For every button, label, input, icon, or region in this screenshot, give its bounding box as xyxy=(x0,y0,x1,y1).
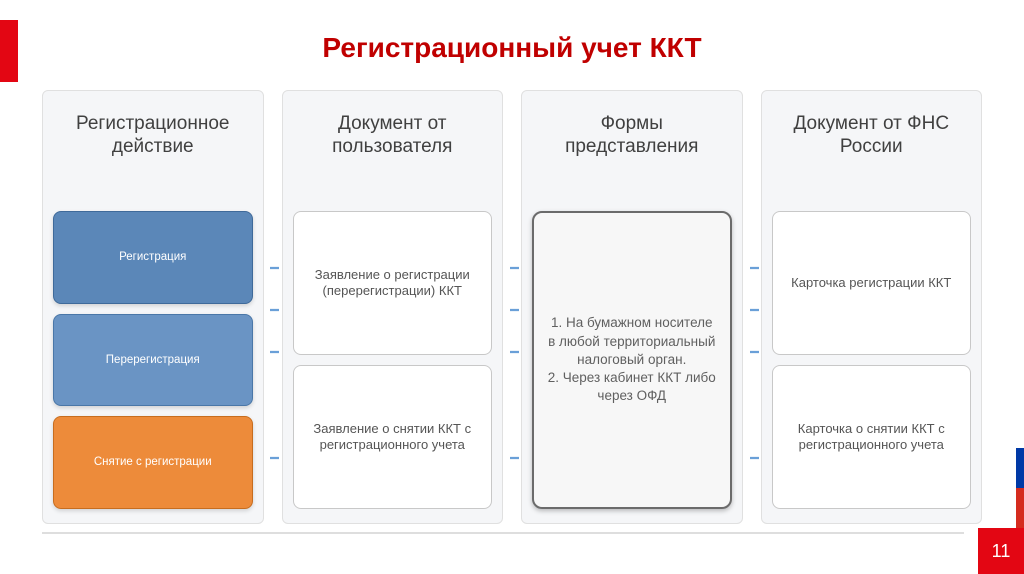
column-header: Регистрационное действие xyxy=(53,109,253,163)
card-stack: Карточка регистрации ККТКарточка о сняти… xyxy=(772,211,972,509)
card: Заявление о снятии ККТ с регистрационног… xyxy=(293,365,493,509)
side-flag xyxy=(1016,408,1024,528)
flag-blue xyxy=(1016,448,1024,488)
column-3: Документ от ФНС России Карточка регистрац… xyxy=(761,90,983,524)
slide-title: Регистрационный учет ККТ xyxy=(0,32,1024,64)
card-stack: Регистрация ПеререгистрацияСнятие с регис… xyxy=(53,211,253,509)
card: Карточка регистрации ККТ xyxy=(772,211,972,355)
slide: Регистрационный учет ККТ Регистрационное… xyxy=(0,0,1024,574)
card: Заявление о регистрации (перерегистрации… xyxy=(293,211,493,355)
card: Перерегистрация xyxy=(53,314,253,407)
card: Карточка о снятии ККТ с регистрационного… xyxy=(772,365,972,509)
column-1: Документ от пользователя Заявление о реги… xyxy=(282,90,504,524)
card: Снятие с регистрации xyxy=(53,416,253,509)
forms-box: 1. На бумажном носителе в любой территор… xyxy=(532,211,732,509)
flag-white xyxy=(1016,408,1024,448)
bottom-divider xyxy=(42,532,964,534)
column-header: Документ от ФНС России xyxy=(772,109,972,163)
page-number: 11 xyxy=(978,528,1024,574)
flag-red xyxy=(1016,488,1024,528)
column-header: Формы представления xyxy=(532,109,732,163)
card-stack: Заявление о регистрации (перерегистрации… xyxy=(293,211,493,509)
columns: Регистрационное действие Регистрация Перер… xyxy=(42,90,982,524)
column-header: Документ от пользователя xyxy=(293,109,493,163)
column-0: Регистрационное действие Регистрация Перер… xyxy=(42,90,264,524)
column-2: Формы представления 1. На бумажном носите… xyxy=(521,90,743,524)
card: Регистрация xyxy=(53,211,253,304)
